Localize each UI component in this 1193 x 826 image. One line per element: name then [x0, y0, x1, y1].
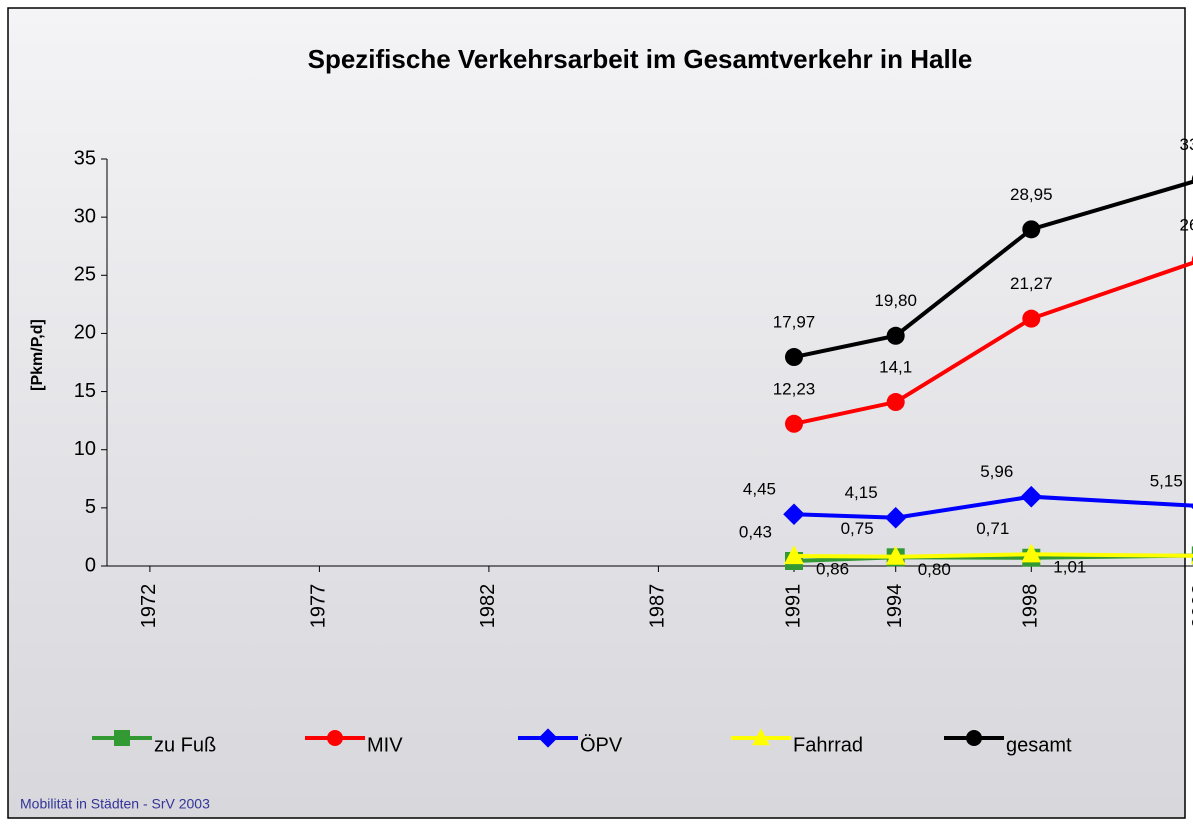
chart-title: Spezifische Verkehrsarbeit im Gesamtverk… [270, 40, 1010, 78]
value-label: 0,86 [816, 559, 849, 578]
value-label: 4,45 [743, 480, 776, 499]
value-label: 0,71 [976, 519, 1009, 538]
value-label: 19,80 [874, 291, 917, 310]
value-label: 5,96 [980, 462, 1013, 481]
background [8, 8, 1185, 818]
marker [887, 393, 905, 411]
x-tick-label: 1977 [308, 584, 330, 629]
y-tick-label: 5 [85, 496, 96, 518]
marker [785, 348, 803, 366]
y-tick-label: 25 [74, 264, 96, 286]
value-label: 26,31 [1180, 216, 1193, 235]
y-tick-label: 0 [85, 554, 96, 576]
page: [Pkm/P,d] Mobilität in Städten - SrV 200… [0, 0, 1193, 826]
series-line [794, 554, 1193, 556]
value-label: 14,1 [879, 358, 912, 377]
value-label: 0,75 [841, 519, 874, 538]
marker [114, 730, 130, 746]
legend-label: gesamt [1006, 734, 1072, 756]
x-tick-label: 1994 [884, 584, 906, 629]
x-tick-label: 2003 [1189, 584, 1193, 629]
chart: [Pkm/P,d] Mobilität in Städten - SrV 200… [0, 0, 1193, 826]
marker [966, 730, 982, 746]
y-axis-label: [Pkm/P,d] [29, 319, 46, 391]
marker [887, 327, 905, 345]
x-tick-label: 1991 [782, 584, 804, 629]
legend-label: MIV [367, 734, 403, 756]
x-tick-label: 1982 [477, 584, 499, 629]
value-label: 5,15 [1150, 472, 1183, 491]
value-label: 12,23 [773, 379, 816, 398]
marker [1022, 220, 1040, 238]
value-label: 0,43 [739, 522, 772, 541]
legend-label: Fahrrad [793, 734, 863, 756]
legend-label: zu Fuß [154, 734, 216, 756]
value-label: 28,95 [1010, 185, 1053, 204]
x-tick-label: 1972 [138, 584, 160, 629]
value-label: 0,80 [918, 560, 951, 579]
y-tick-label: 20 [74, 322, 96, 344]
footer: Mobilität in Städten - SrV 2003 [20, 796, 210, 812]
value-label: 4,15 [845, 483, 878, 502]
legend-label: ÖPV [580, 734, 623, 756]
x-tick-label: 1987 [647, 584, 669, 629]
marker [1022, 310, 1040, 328]
y-tick-label: 15 [74, 380, 96, 402]
value-label: 21,27 [1010, 274, 1053, 293]
y-tick-label: 30 [74, 205, 96, 227]
y-tick-label: 35 [74, 147, 96, 169]
marker [327, 730, 343, 746]
value-label: 1,01 [1053, 558, 1086, 577]
marker [785, 415, 803, 433]
value-label: 33,24 [1180, 135, 1193, 154]
x-tick-label: 1998 [1020, 584, 1042, 629]
y-tick-label: 10 [74, 438, 96, 460]
value-label: 17,97 [773, 313, 816, 332]
